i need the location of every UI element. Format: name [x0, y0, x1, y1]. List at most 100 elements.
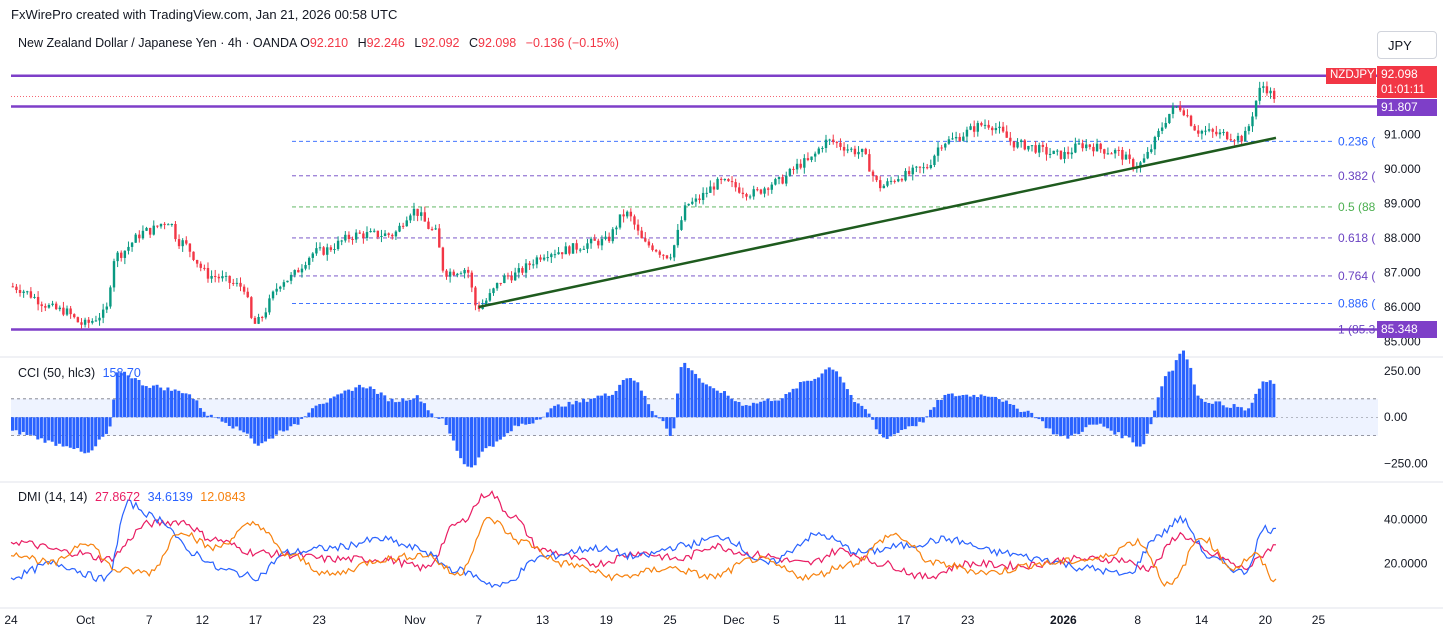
- candle-body: [344, 234, 347, 241]
- cci-bar: [238, 417, 242, 431]
- cci-bar: [11, 417, 14, 431]
- candle-body: [774, 179, 777, 185]
- cci-bar: [433, 417, 437, 418]
- candle-body: [1019, 140, 1023, 143]
- dmi-minus-value: 12.0843: [200, 490, 246, 504]
- candle: [770, 182, 773, 194]
- candle-body: [214, 275, 217, 277]
- candle: [723, 178, 727, 182]
- candle: [1150, 144, 1153, 154]
- candle-body: [420, 212, 423, 216]
- candle: [257, 313, 260, 325]
- candle: [391, 233, 394, 240]
- candle-body: [1189, 115, 1193, 126]
- candle-body: [405, 220, 408, 227]
- cci-bar: [430, 413, 434, 418]
- candle: [832, 134, 835, 145]
- candle-body: [1251, 116, 1254, 127]
- candle: [145, 226, 148, 232]
- cci-bar: [170, 390, 174, 418]
- candle-body: [770, 184, 773, 190]
- candle-body: [832, 139, 835, 143]
- candle: [654, 248, 658, 253]
- candle-body: [593, 238, 596, 241]
- cci-bar: [408, 399, 412, 418]
- candle-body: [1171, 106, 1175, 114]
- candle: [532, 259, 535, 269]
- candle: [1265, 81, 1269, 96]
- candle: [925, 163, 929, 170]
- candle: [1113, 148, 1117, 159]
- cci-bar: [892, 417, 896, 435]
- candle-body: [54, 303, 58, 310]
- cci-legend: CCI (50, hlc3) 158.70: [18, 366, 141, 380]
- candle: [647, 238, 651, 248]
- cci-bar: [361, 387, 365, 418]
- candle: [741, 187, 745, 199]
- candle: [271, 290, 275, 301]
- currency-button[interactable]: JPY: [1377, 31, 1437, 59]
- candle: [141, 225, 145, 240]
- candle-body: [373, 230, 376, 232]
- cci-bar: [137, 379, 141, 418]
- candle: [91, 318, 94, 325]
- time-axis-tick: Dec: [723, 613, 744, 627]
- cci-bar: [1066, 417, 1070, 439]
- candle-body: [1070, 152, 1073, 155]
- cci-bar: [777, 400, 781, 418]
- candle-body: [734, 182, 737, 188]
- candle: [636, 219, 640, 236]
- candle: [506, 272, 510, 280]
- cci-bar: [310, 408, 314, 418]
- cci-bar: [43, 417, 47, 443]
- candle: [824, 134, 828, 153]
- cci-bar: [1116, 417, 1120, 433]
- candle: [936, 141, 940, 162]
- candle: [228, 275, 231, 289]
- candle-body: [539, 257, 542, 260]
- cci-bar: [614, 390, 618, 418]
- dmi-axis-tick: 40.0000: [1384, 512, 1428, 526]
- candle-body: [911, 167, 914, 175]
- candle-body: [1247, 126, 1251, 131]
- candle: [109, 285, 112, 309]
- candle: [698, 194, 701, 204]
- cci-bar: [762, 400, 766, 418]
- cci-bar: [1207, 402, 1211, 418]
- candle-body: [929, 165, 933, 169]
- cci-bar: [520, 417, 524, 424]
- candle: [1077, 138, 1081, 145]
- candle: [1095, 138, 1099, 152]
- candle-body: [286, 280, 289, 283]
- candle-body: [130, 242, 134, 247]
- candle: [1197, 125, 1200, 137]
- candle-body: [1092, 146, 1095, 152]
- candle-body: [618, 214, 622, 228]
- cci-bar: [994, 396, 998, 418]
- cci-bar: [36, 417, 40, 440]
- candle: [528, 260, 531, 270]
- candle-body: [423, 212, 427, 222]
- cci-bar: [773, 400, 777, 418]
- candle: [214, 269, 217, 283]
- candle-body: [983, 124, 987, 126]
- candle-body: [297, 270, 300, 273]
- candle-body: [239, 282, 242, 287]
- cci-bar: [722, 391, 726, 418]
- cci-bar: [1149, 417, 1153, 425]
- candle-body: [474, 287, 477, 306]
- candle-body: [1215, 131, 1218, 135]
- candle: [676, 223, 680, 248]
- candle-body: [101, 309, 105, 318]
- change-value: −0.136 (−0.15%): [525, 36, 619, 50]
- candle-body: [644, 238, 647, 242]
- cci-bar: [148, 387, 152, 418]
- candle: [51, 300, 54, 307]
- candle: [542, 254, 546, 262]
- price-axis-tick: 86.000: [1384, 300, 1421, 314]
- cci-bar: [1135, 417, 1139, 447]
- cci-bar: [1254, 393, 1258, 418]
- candle-body: [87, 319, 90, 323]
- candle-body: [1095, 143, 1099, 152]
